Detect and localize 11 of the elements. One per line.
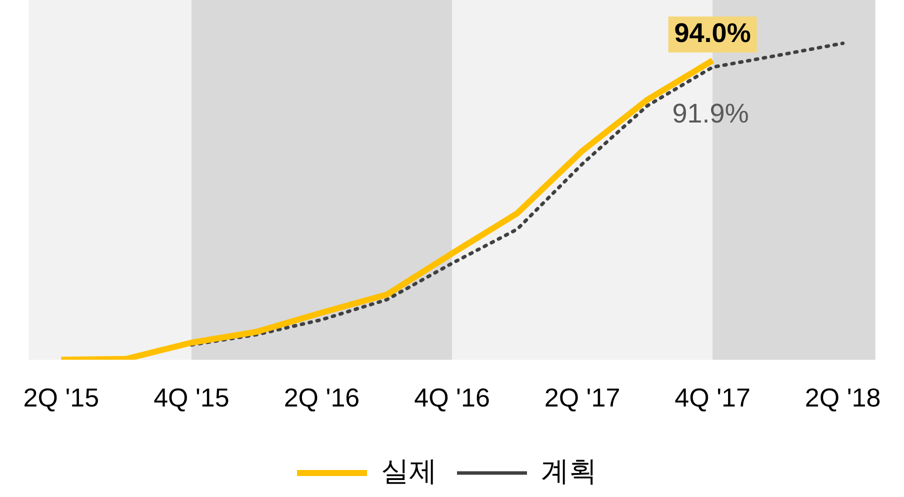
legend-label: 실제 xyxy=(381,456,437,487)
x-tick-label: 2Q '16 xyxy=(284,382,360,413)
legend-label: 계획 xyxy=(541,456,597,487)
x-tick-label: 2Q '17 xyxy=(544,382,620,413)
data-label: 91.9% xyxy=(672,98,749,129)
x-tick-label: 2Q '18 xyxy=(804,382,881,413)
x-tick-label: 4Q '17 xyxy=(674,382,750,413)
data-label: 94.0% xyxy=(674,18,751,48)
x-tick-label: 2Q '15 xyxy=(23,382,100,413)
x-tick-label: 4Q '15 xyxy=(154,382,230,413)
x-tick-label: 4Q '16 xyxy=(414,382,490,413)
